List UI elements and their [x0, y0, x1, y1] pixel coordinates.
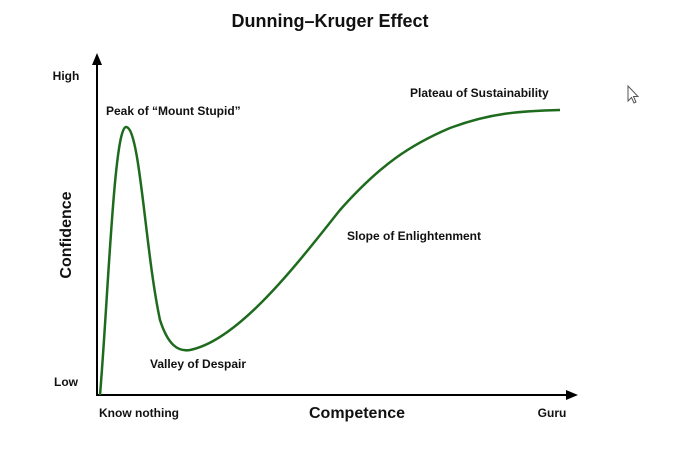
- mouse-cursor: [627, 84, 640, 104]
- y-high-label: High: [53, 69, 80, 83]
- confidence-curve: [98, 108, 561, 396]
- annotation: Valley of Despair: [150, 357, 246, 371]
- x-axis-arrow: [566, 390, 578, 400]
- y-axis-label: Confidence: [58, 191, 75, 278]
- y-axis-arrow: [92, 53, 102, 65]
- x-axis-label: Competence: [309, 405, 405, 422]
- x-start-label: Know nothing: [99, 406, 179, 420]
- annotation: Slope of Enlightenment: [347, 229, 481, 243]
- annotation: Peak of “Mount Stupid”: [106, 104, 241, 118]
- x-end-label: Guru: [538, 406, 567, 420]
- y-low-label: Low: [54, 375, 79, 389]
- title: Dunning–Kruger Effect: [231, 11, 428, 31]
- annotation: Plateau of Sustainability: [410, 86, 549, 100]
